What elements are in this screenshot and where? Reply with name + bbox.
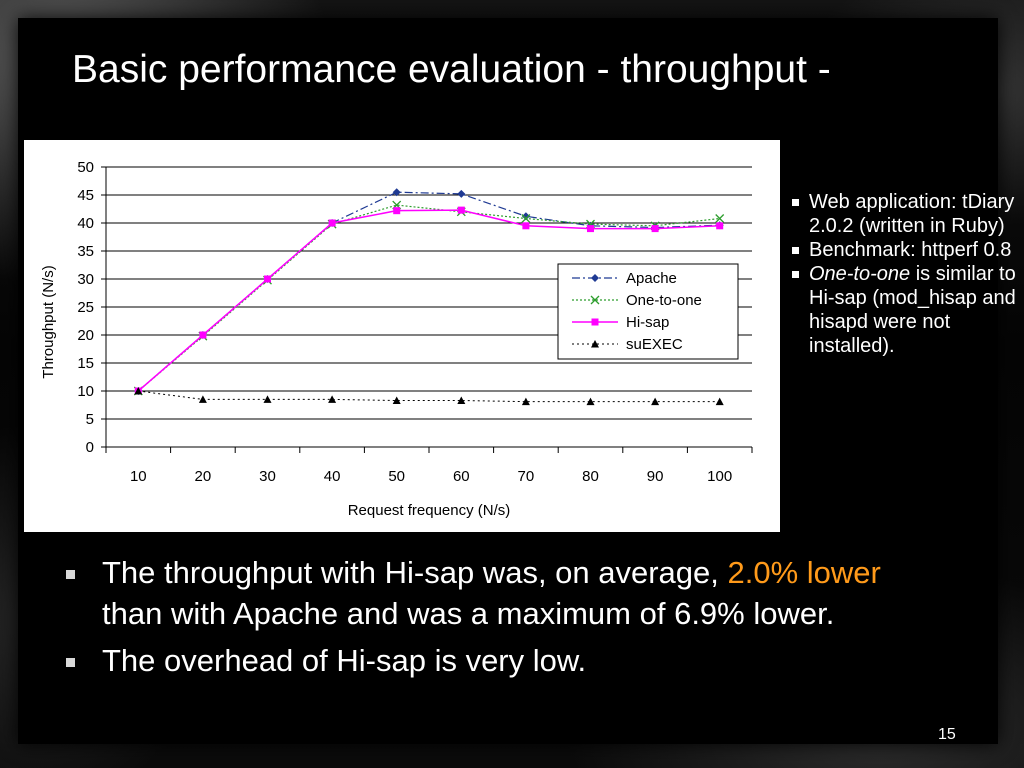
- x-tick-label: 40: [324, 468, 341, 485]
- data-point-suexec: [392, 396, 401, 405]
- data-point-suexec: [651, 397, 660, 406]
- data-point-hi-sap: [587, 225, 594, 233]
- square-bullet-icon: [792, 247, 799, 254]
- slide-title: Basic performance evaluation - throughpu…: [72, 48, 831, 91]
- side-note-italic-term: One-to-one: [809, 263, 911, 285]
- data-point-suexec: [328, 395, 337, 403]
- y-tick-label: 20: [77, 327, 94, 344]
- legend-label: Apache: [626, 270, 677, 287]
- x-tick-label: 20: [195, 468, 212, 485]
- x-tick-label: 30: [259, 468, 276, 485]
- legend-marker: [591, 274, 599, 282]
- x-tick-label: 60: [453, 468, 470, 485]
- data-point-hi-sap: [522, 222, 530, 230]
- y-tick-label: 25: [77, 299, 94, 316]
- bullet-overhead: The overhead of Hi-sap is very low.: [64, 640, 924, 681]
- data-point-apache: [521, 212, 530, 221]
- x-tick-label: 50: [388, 468, 405, 485]
- data-point-suexec: [457, 396, 466, 405]
- legend-entry-hi-sap: Hi-sap: [572, 314, 669, 331]
- x-axis-title: Request frequency (N/s): [348, 502, 511, 519]
- chart-axes: [101, 166, 753, 453]
- bullet-average-throughput: The throughput with Hi-sap was, on avera…: [64, 552, 924, 634]
- y-tick-label: 45: [77, 187, 94, 204]
- y-tick-label: 10: [77, 383, 94, 400]
- data-point-one-to-one: [521, 214, 531, 223]
- throughput-chart: Request frequency (N/s) Throughput (N/s)…: [40, 159, 753, 519]
- y-tick-label: 50: [77, 159, 94, 176]
- square-bullet-icon: [792, 271, 799, 278]
- data-point-one-to-one: [715, 214, 725, 223]
- data-point-suexec: [586, 397, 595, 406]
- highlight-text: 2.0% lower: [727, 555, 881, 590]
- square-bullet-icon: [66, 570, 75, 579]
- data-point-apache: [392, 188, 401, 197]
- square-bullet-icon: [66, 658, 75, 667]
- data-point-hi-sap: [457, 206, 465, 214]
- side-notes: Web application: tDiary 2.0.2 (written i…: [790, 190, 1016, 358]
- main-bullets: The throughput with Hi-sap was, on avera…: [64, 552, 924, 687]
- y-tick-label: 30: [77, 271, 94, 288]
- legend-marker: [591, 318, 599, 326]
- square-bullet-icon: [792, 199, 799, 206]
- legend-label: Hi-sap: [626, 314, 669, 331]
- data-point-suexec: [134, 387, 143, 395]
- data-point-hi-sap: [264, 275, 271, 283]
- legend-entry-one-to-one: One-to-one: [572, 292, 702, 309]
- x-tick-label: 90: [647, 468, 664, 485]
- data-point-hi-sap: [328, 219, 336, 227]
- side-note-one-to-one: One-to-one is similar to Hi-sap (mod_his…: [790, 262, 1016, 358]
- chart-panel: Request frequency (N/s) Throughput (N/s)…: [24, 140, 780, 532]
- data-point-hi-sap: [716, 222, 724, 230]
- legend-label: suEXEC: [626, 336, 683, 353]
- y-tick-label: 35: [77, 243, 94, 260]
- data-point-hi-sap: [651, 225, 659, 233]
- y-tick-label: 40: [77, 215, 94, 232]
- legend-marker: [591, 340, 599, 348]
- data-point-suexec: [521, 397, 530, 406]
- data-point-suexec: [198, 395, 207, 403]
- series-suexec: [134, 387, 724, 406]
- legend-marker: [590, 295, 600, 305]
- x-tick-label: 10: [130, 468, 147, 485]
- series-hi-sap: [134, 206, 724, 395]
- chart-legend: Apache One-to-one Hi-sap suEXEC: [557, 263, 739, 360]
- legend-label: One-to-one: [626, 292, 702, 309]
- y-tick-label: 5: [86, 411, 94, 428]
- y-tick-label: 0: [86, 439, 94, 456]
- side-note-benchmark: Benchmark: httperf 0.8: [790, 238, 1016, 262]
- series-line-suexec: [138, 390, 720, 403]
- side-note-text: Benchmark: httperf 0.8: [809, 239, 1012, 261]
- bullet-text: The throughput with Hi-sap was, on avera…: [102, 555, 728, 590]
- y-tick-label: 15: [77, 355, 94, 372]
- x-tick-label: 70: [518, 468, 535, 485]
- data-point-suexec: [715, 397, 724, 406]
- data-point-suexec: [263, 395, 272, 403]
- series-line-hi-sap: [137, 209, 720, 392]
- side-note-web-application: Web application: tDiary 2.0.2 (written i…: [790, 190, 1016, 238]
- page-number: 15: [938, 726, 956, 743]
- data-point-hi-sap: [199, 331, 207, 339]
- side-note-text: is similar to Hi-sap (mod_hisap and hisa…: [809, 263, 1016, 357]
- legend-entry-suexec: suEXEC: [572, 336, 683, 353]
- y-axis-title: Throughput (N/s): [40, 265, 57, 378]
- x-tick-label: 80: [582, 468, 599, 485]
- legend-box: [557, 263, 739, 360]
- legend-entry-apache: Apache: [572, 270, 677, 287]
- chart-series: [133, 188, 725, 406]
- chart-labels: Request frequency (N/s) Throughput (N/s)…: [40, 159, 732, 519]
- data-point-apache: [457, 189, 466, 198]
- x-tick-label: 100: [707, 468, 732, 485]
- bullet-text: than with Apache and was a maximum of 6.…: [102, 596, 835, 631]
- data-point-hi-sap: [393, 207, 401, 215]
- side-note-text: Web application: tDiary 2.0.2 (written i…: [809, 191, 1015, 237]
- bullet-text: The overhead of Hi-sap is very low.: [102, 643, 587, 678]
